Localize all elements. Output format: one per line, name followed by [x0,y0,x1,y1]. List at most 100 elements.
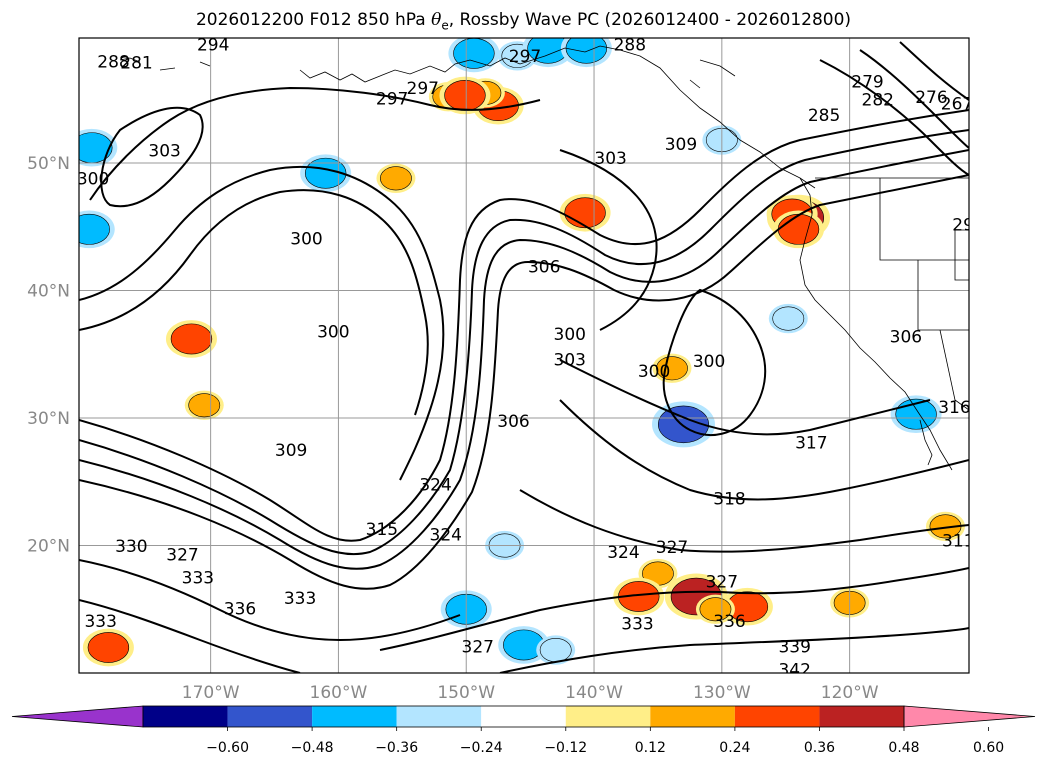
contour-label: 316 [938,398,970,418]
figure-title: 2026012200 F012 850 hPa θe, Rossby Wave … [195,10,852,33]
colorbar-segment [481,706,566,727]
colorbar-segment [819,706,904,727]
contour-label: 294 [197,36,229,56]
contour-label: 324 [607,543,639,563]
colorbar-tick-label: 0.24 [719,740,750,756]
pc-shade-blob [87,632,130,663]
contour-label: 276 [915,88,947,108]
contour-label: 333 [284,589,316,609]
coastline-layer [119,45,969,471]
contour-label: 311 [942,532,974,552]
lat-tick-label: 40°N [27,282,70,302]
pc-shade-blob [170,323,213,355]
contour-label: 258 [1003,64,1035,84]
colorbar-segment [396,706,482,727]
contour-label: 285 [808,106,840,126]
contour-label: 318 [713,490,745,510]
colorbar-segment [565,706,651,727]
pc-shade-halo [990,595,1029,624]
colorbar-tick-label: −0.60 [206,740,249,756]
colorbar-frame [142,705,905,728]
contour-label: 288 [614,36,646,56]
contour-label: 317 [795,434,827,454]
contour-label: 324 [430,525,462,545]
contour-label: 333 [621,615,653,635]
colorbar-segment [650,706,735,727]
contour-label: 291 [952,215,984,235]
pc-shade-blob [380,166,412,191]
contour-label: 300 [77,170,109,190]
contour-label: 297 [407,79,439,99]
map-frame [78,37,970,674]
contour-label: 327 [706,572,738,592]
colorbar-tick-label: 0.48 [888,740,919,756]
contour-label: 309 [275,441,307,461]
contour-label: 309 [665,135,697,155]
contour-label: 300 [693,352,725,372]
contour-label: 288 [97,52,129,72]
contour-label: 279 [851,73,883,93]
contour-label: 303 [594,149,626,169]
contour-label: 306 [528,258,560,278]
contour-label: 300 [554,325,586,345]
pc-shade-blob [994,598,1025,621]
colorbar: −0.60 −0.48 −0.36 −0.24 −0.12 0.12 0.24 0.36 0.4… [11,705,1036,756]
contour-label: 281 [120,54,152,74]
contour-label: 261 [971,75,1003,95]
contour-label: 339 [778,638,810,658]
contour-label: 306 [497,412,529,432]
colorbar-segment [734,706,820,727]
lat-tick-label: 20°N [27,537,70,557]
colorbar-segment [143,706,228,727]
contour-label: 300 [317,323,349,343]
colorbar-tick-label: −0.48 [291,740,334,756]
contour-label: 330 [1001,598,1033,618]
contour-label: 339 [1001,638,1033,658]
lon-tick-label: 170°W [182,683,240,703]
colorbar-segment [312,706,397,727]
contour-label: 336 [224,599,256,619]
colorbar-segment [227,706,313,727]
pc-shade-blob [699,597,732,622]
lon-tick-label: 120°W [821,683,879,703]
contour-label: 327 [462,638,494,658]
lon-tick-label: 130°W [693,683,751,703]
pc-shade-blob [564,197,606,229]
pc-shade-blob [444,80,486,111]
colorbar-tick-label: 0.60 [973,740,1004,756]
contour-label: 306 [890,328,922,348]
colorbar-extend-high [903,705,1036,728]
colorbar-extend-low [11,705,144,728]
pc-shade-blob [777,213,820,245]
contour-label: 333 [84,612,116,632]
contour-label: 267 [941,94,973,114]
contour-label: 327 [656,538,688,558]
lat-tick-label: 30°N [27,409,70,429]
colorbar-tick-label: −0.36 [375,740,418,756]
theta-e-contours [79,41,969,673]
contour-label: 297 [509,47,541,67]
lon-tick-label: 160°W [310,683,368,703]
contour-label: 303 [554,351,586,371]
axis-label-layer: 170°W 160°W 150°W 140°W 130°W 120°W 50°N 40°N 30… [27,154,879,703]
colorbar-tick-label: 0.36 [804,740,835,756]
contour-label: 282 [862,91,894,111]
contour-label: 300 [638,362,670,382]
pc-shade-blob [188,393,221,418]
pc-shade-blob [304,157,347,189]
pc-shade-blob [79,213,110,245]
colorbar-tick-label: 0.12 [635,740,666,756]
colorbar-tick-label: −0.12 [544,740,587,756]
lon-tick-label: 150°W [437,683,495,703]
lon-tick-label: 140°W [565,683,623,703]
contour-label: 327 [166,546,198,566]
pc-shade-blob [539,638,572,663]
colorbar-tick-label: −0.24 [460,740,503,756]
lat-tick-label: 50°N [27,154,70,174]
map-background [79,38,969,673]
contour-label: 342 [778,660,810,680]
contour-label-layer: 2882812943033003002972972972883033092852… [77,36,1035,680]
contour-label: 336 [713,612,745,632]
pc-shade-blob [772,306,805,331]
